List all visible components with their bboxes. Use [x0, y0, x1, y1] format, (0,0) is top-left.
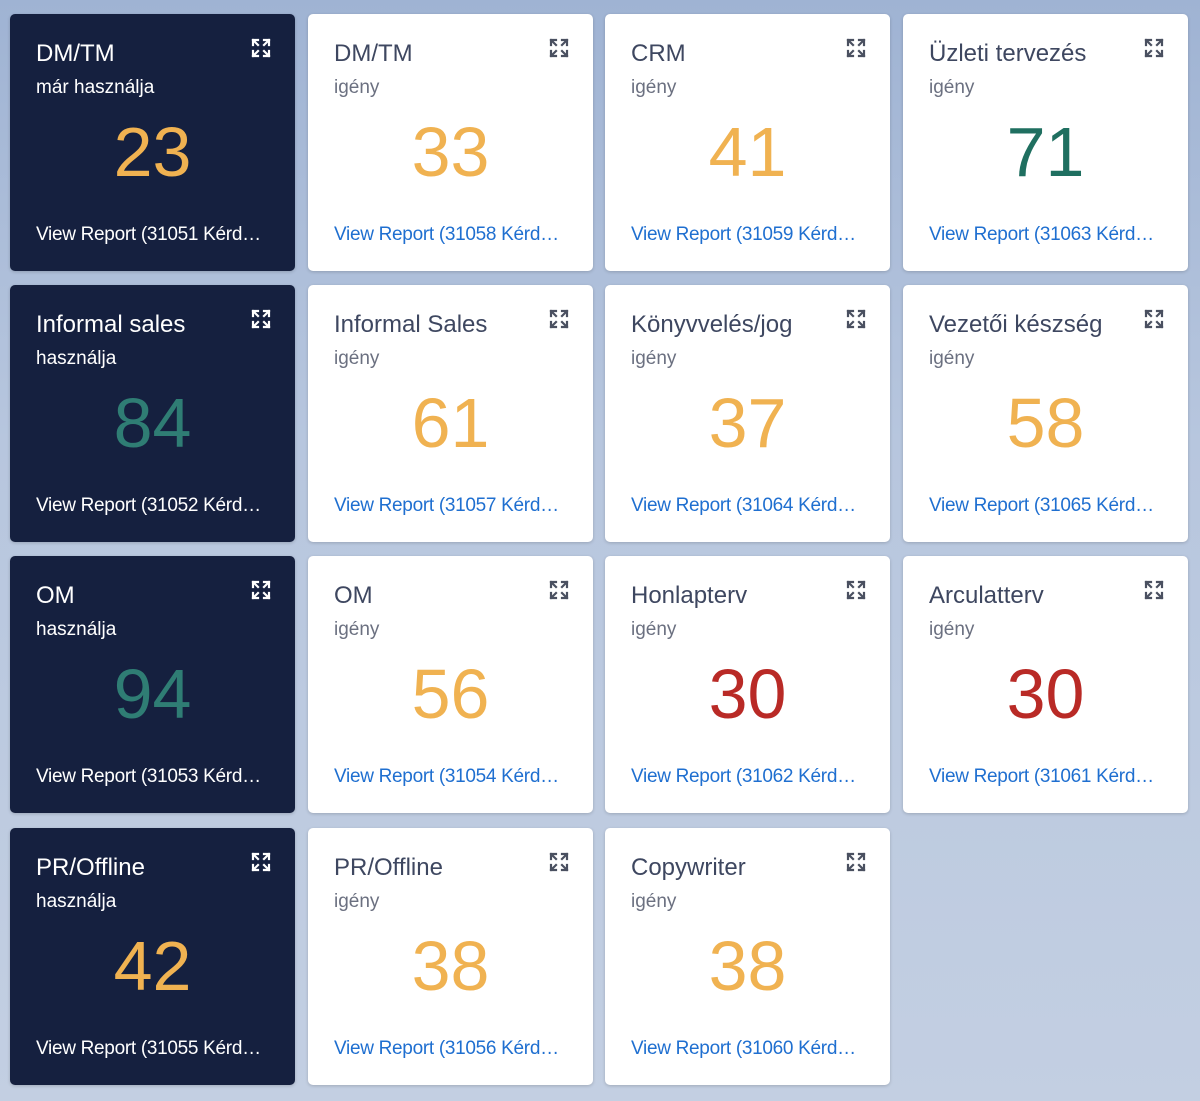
- card-title: Informal Sales: [334, 311, 488, 338]
- view-report-link[interactable]: View Report (31052 Kérd…: [36, 495, 261, 516]
- card-title: PR/Offline: [36, 854, 145, 881]
- card-title: OM: [334, 582, 373, 609]
- metric-value: 38: [411, 927, 490, 1005]
- metric-value: 84: [113, 384, 192, 462]
- expand-icon[interactable]: [846, 580, 866, 600]
- view-report-link[interactable]: View Report (31061 Kérd…: [929, 766, 1154, 787]
- card-subtitle: használja: [36, 619, 117, 640]
- dashboard-card: CRM igény 41 View Report (31059 Kérd…: [605, 14, 890, 271]
- expand-icon[interactable]: [1144, 38, 1164, 58]
- card-title: PR/Offline: [334, 854, 443, 881]
- expand-icon[interactable]: [1144, 580, 1164, 600]
- view-report-link[interactable]: View Report (31056 Kérd…: [334, 1038, 559, 1059]
- view-report-link[interactable]: View Report (31058 Kérd…: [334, 224, 559, 245]
- card-subtitle: igény: [334, 891, 380, 912]
- card-subtitle: igény: [929, 348, 975, 369]
- dashboard-card: DM/TM már használja 23 View Report (31051 K…: [10, 14, 295, 271]
- dashboard-card: Honlapterv igény 30 View Report (31062 Kérd…: [605, 556, 890, 813]
- card-subtitle: igény: [631, 619, 677, 640]
- card-subtitle: igény: [631, 77, 677, 98]
- dashboard-card: PR/Offline igény 38 View Report (31056 Kérd…: [308, 828, 593, 1085]
- card-subtitle: igény: [631, 348, 677, 369]
- expand-icon[interactable]: [846, 309, 866, 329]
- metric-value: 33: [411, 113, 490, 191]
- view-report-link[interactable]: View Report (31055 Kérd…: [36, 1038, 261, 1059]
- view-report-link[interactable]: View Report (31057 Kérd…: [334, 495, 559, 516]
- metric-value: 30: [1006, 655, 1085, 733]
- expand-icon[interactable]: [846, 852, 866, 872]
- expand-icon[interactable]: [251, 852, 271, 872]
- card-subtitle: igény: [334, 619, 380, 640]
- expand-icon[interactable]: [251, 309, 271, 329]
- metric-value: 38: [708, 927, 787, 1005]
- metric-value: 56: [411, 655, 490, 733]
- view-report-link[interactable]: View Report (31060 Kérd…: [631, 1038, 856, 1059]
- card-title: Üzleti tervezés: [929, 40, 1087, 67]
- card-subtitle: igény: [334, 348, 380, 369]
- expand-icon[interactable]: [251, 38, 271, 58]
- dashboard-card: OM igény 56 View Report (31054 Kérd…: [308, 556, 593, 813]
- card-subtitle: igény: [929, 77, 975, 98]
- card-title: Könyvvelés/jog: [631, 311, 793, 338]
- card-subtitle: már használja: [36, 77, 155, 98]
- view-report-link[interactable]: View Report (31054 Kérd…: [334, 766, 559, 787]
- card-title: Informal sales: [36, 311, 186, 338]
- dashboard-card: Informal sales használja 84 View Report (31…: [10, 285, 295, 542]
- view-report-link[interactable]: View Report (31059 Kérd…: [631, 224, 856, 245]
- dashboard-card: Informal Sales igény 61 View Report (31057 …: [308, 285, 593, 542]
- metric-value: 23: [113, 113, 192, 191]
- card-title: CRM: [631, 40, 686, 67]
- metric-value: 37: [708, 384, 787, 462]
- card-subtitle: igény: [631, 891, 677, 912]
- expand-icon[interactable]: [549, 38, 569, 58]
- dashboard-grid: DM/TM már használja 23 View Report (31051 K…: [10, 14, 1188, 1089]
- metric-value: 71: [1006, 113, 1085, 191]
- expand-icon[interactable]: [549, 309, 569, 329]
- card-title: DM/TM: [36, 40, 115, 67]
- metric-value: 42: [113, 927, 192, 1005]
- card-title: OM: [36, 582, 75, 609]
- dashboard-card: PR/Offline használja 42 View Report (31055 …: [10, 828, 295, 1085]
- dashboard-card: Üzleti tervezés igény 71 View Report (31063…: [903, 14, 1188, 271]
- dashboard-card: Vezetői készség igény 58 View Report (31065…: [903, 285, 1188, 542]
- view-report-link[interactable]: View Report (31062 Kérd…: [631, 766, 856, 787]
- dashboard-card: OM használja 94 View Report (31053 Kérd…: [10, 556, 295, 813]
- view-report-link[interactable]: View Report (31063 Kérd…: [929, 224, 1154, 245]
- metric-value: 94: [113, 655, 192, 733]
- card-title: Copywriter: [631, 854, 746, 881]
- card-title: Honlapterv: [631, 582, 748, 609]
- dashboard-card: DM/TM igény 33 View Report (31058 Kérd…: [308, 14, 593, 271]
- expand-icon[interactable]: [549, 852, 569, 872]
- metric-value: 61: [411, 384, 490, 462]
- metric-value: 41: [708, 113, 787, 191]
- card-subtitle: használja: [36, 891, 117, 912]
- card-title: Vezetői készség: [929, 311, 1103, 338]
- dashboard-card: Arculatterv igény 30 View Report (31061 Kér…: [903, 556, 1188, 813]
- dashboard-card: Copywriter igény 38 View Report (31060 Kérd…: [605, 828, 890, 1085]
- card-title: DM/TM: [334, 40, 413, 67]
- view-report-link[interactable]: View Report (31065 Kérd…: [929, 495, 1154, 516]
- expand-icon[interactable]: [846, 38, 866, 58]
- metric-value: 30: [708, 655, 787, 733]
- card-title: Arculatterv: [929, 582, 1044, 609]
- expand-icon[interactable]: [251, 580, 271, 600]
- card-subtitle: használja: [36, 348, 117, 369]
- expand-icon[interactable]: [1144, 309, 1164, 329]
- card-subtitle: igény: [929, 619, 975, 640]
- dashboard-card: Könyvvelés/jog igény 37 View Report (31064 …: [605, 285, 890, 542]
- view-report-link[interactable]: View Report (31064 Kérd…: [631, 495, 856, 516]
- card-subtitle: igény: [334, 77, 380, 98]
- metric-value: 58: [1006, 384, 1085, 462]
- view-report-link[interactable]: View Report (31053 Kérd…: [36, 766, 261, 787]
- view-report-link[interactable]: View Report (31051 Kérd…: [36, 224, 261, 245]
- expand-icon[interactable]: [549, 580, 569, 600]
